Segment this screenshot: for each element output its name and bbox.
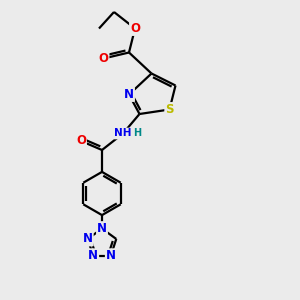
Text: NH: NH (114, 128, 132, 139)
Text: H: H (133, 128, 142, 139)
Text: N: N (88, 249, 98, 262)
Text: N: N (83, 232, 93, 245)
Text: O: O (98, 52, 109, 65)
Text: N: N (106, 249, 116, 262)
Text: O: O (130, 22, 140, 35)
Text: O: O (76, 134, 86, 148)
Text: S: S (165, 103, 174, 116)
Text: N: N (97, 222, 107, 235)
Text: N: N (124, 88, 134, 101)
